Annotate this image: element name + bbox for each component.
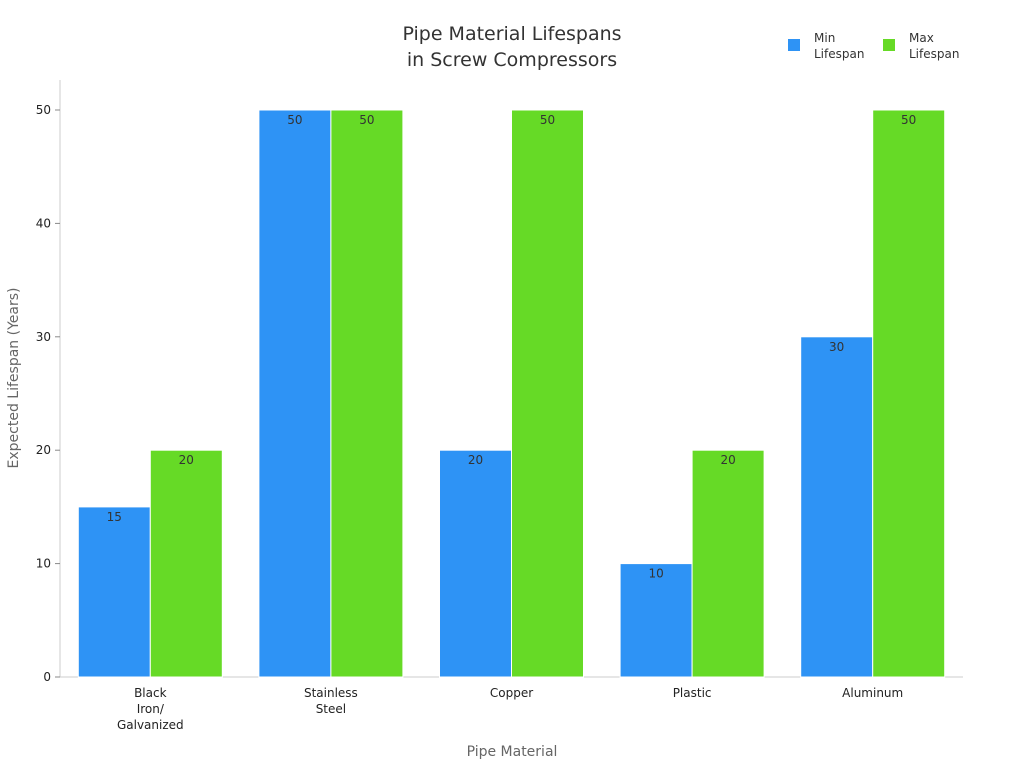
y-axis-label: Expected Lifespan (Years)	[6, 288, 22, 469]
x-tick-label: Galvanized	[117, 718, 184, 732]
legend-item[interactable]: Min Lifespan	[788, 31, 864, 61]
bar[interactable]	[800, 336, 874, 678]
legend-item[interactable]: Max Lifespan	[883, 31, 959, 61]
bar-data-label: 50	[901, 113, 916, 127]
bar[interactable]	[439, 449, 512, 678]
bar-data-label: 20	[179, 453, 194, 467]
legend-swatch	[788, 39, 800, 51]
bar[interactable]	[619, 563, 693, 678]
x-tick-label: Aluminum	[842, 686, 903, 700]
chart-title-line: Pipe Material Lifespans	[402, 23, 621, 45]
x-tick-label: Plastic	[673, 686, 712, 700]
x-tick-label: Copper	[490, 686, 533, 700]
bar[interactable]	[330, 109, 404, 678]
legend-label: Lifespan	[909, 47, 959, 61]
y-tick-label: 10	[36, 557, 51, 571]
bar-data-label: 50	[540, 113, 555, 127]
x-tick-label: Iron/	[137, 702, 165, 716]
bar[interactable]	[258, 109, 332, 678]
axes: 0 10 20 30 40 50 Black Iron/Galvanized Stainless…	[36, 80, 963, 732]
bar-data-label: 50	[359, 113, 374, 127]
bars: 15 50 20 10 30 20 50 50 20 50	[77, 109, 946, 678]
bar[interactable]	[149, 449, 223, 678]
legend-label: Max	[909, 31, 934, 45]
bar[interactable]	[691, 449, 765, 678]
bar[interactable]	[872, 109, 946, 678]
bar-data-label: 20	[468, 453, 483, 467]
bar[interactable]	[77, 506, 151, 678]
y-tick-label: 50	[36, 103, 51, 117]
bar[interactable]	[511, 109, 584, 678]
y-tick-label: 30	[36, 330, 51, 344]
x-tick-label: Steel	[316, 702, 346, 716]
x-tick-label: Stainless	[304, 686, 358, 700]
bar-data-label: 15	[107, 510, 122, 524]
y-tick-label: 20	[36, 443, 51, 457]
legend-label: Lifespan	[814, 47, 864, 61]
bar-data-label: 50	[287, 113, 302, 127]
chart-title-line: in Screw Compressors	[407, 49, 617, 71]
x-tick-label: Black	[134, 686, 167, 700]
legend-label: Min	[814, 31, 835, 45]
legend: Min Lifespan Max Lifespan	[788, 31, 959, 61]
bar-data-label: 20	[720, 453, 735, 467]
legend-swatch	[883, 39, 895, 51]
x-axis-label: Pipe Material	[467, 744, 558, 760]
bar-data-label: 10	[648, 567, 663, 581]
chart-title: Pipe Material Lifespans in Screw Compress…	[402, 23, 621, 71]
y-tick-label: 40	[36, 216, 51, 230]
bar-data-label: 30	[829, 340, 844, 354]
y-tick-label: 0	[43, 670, 51, 684]
